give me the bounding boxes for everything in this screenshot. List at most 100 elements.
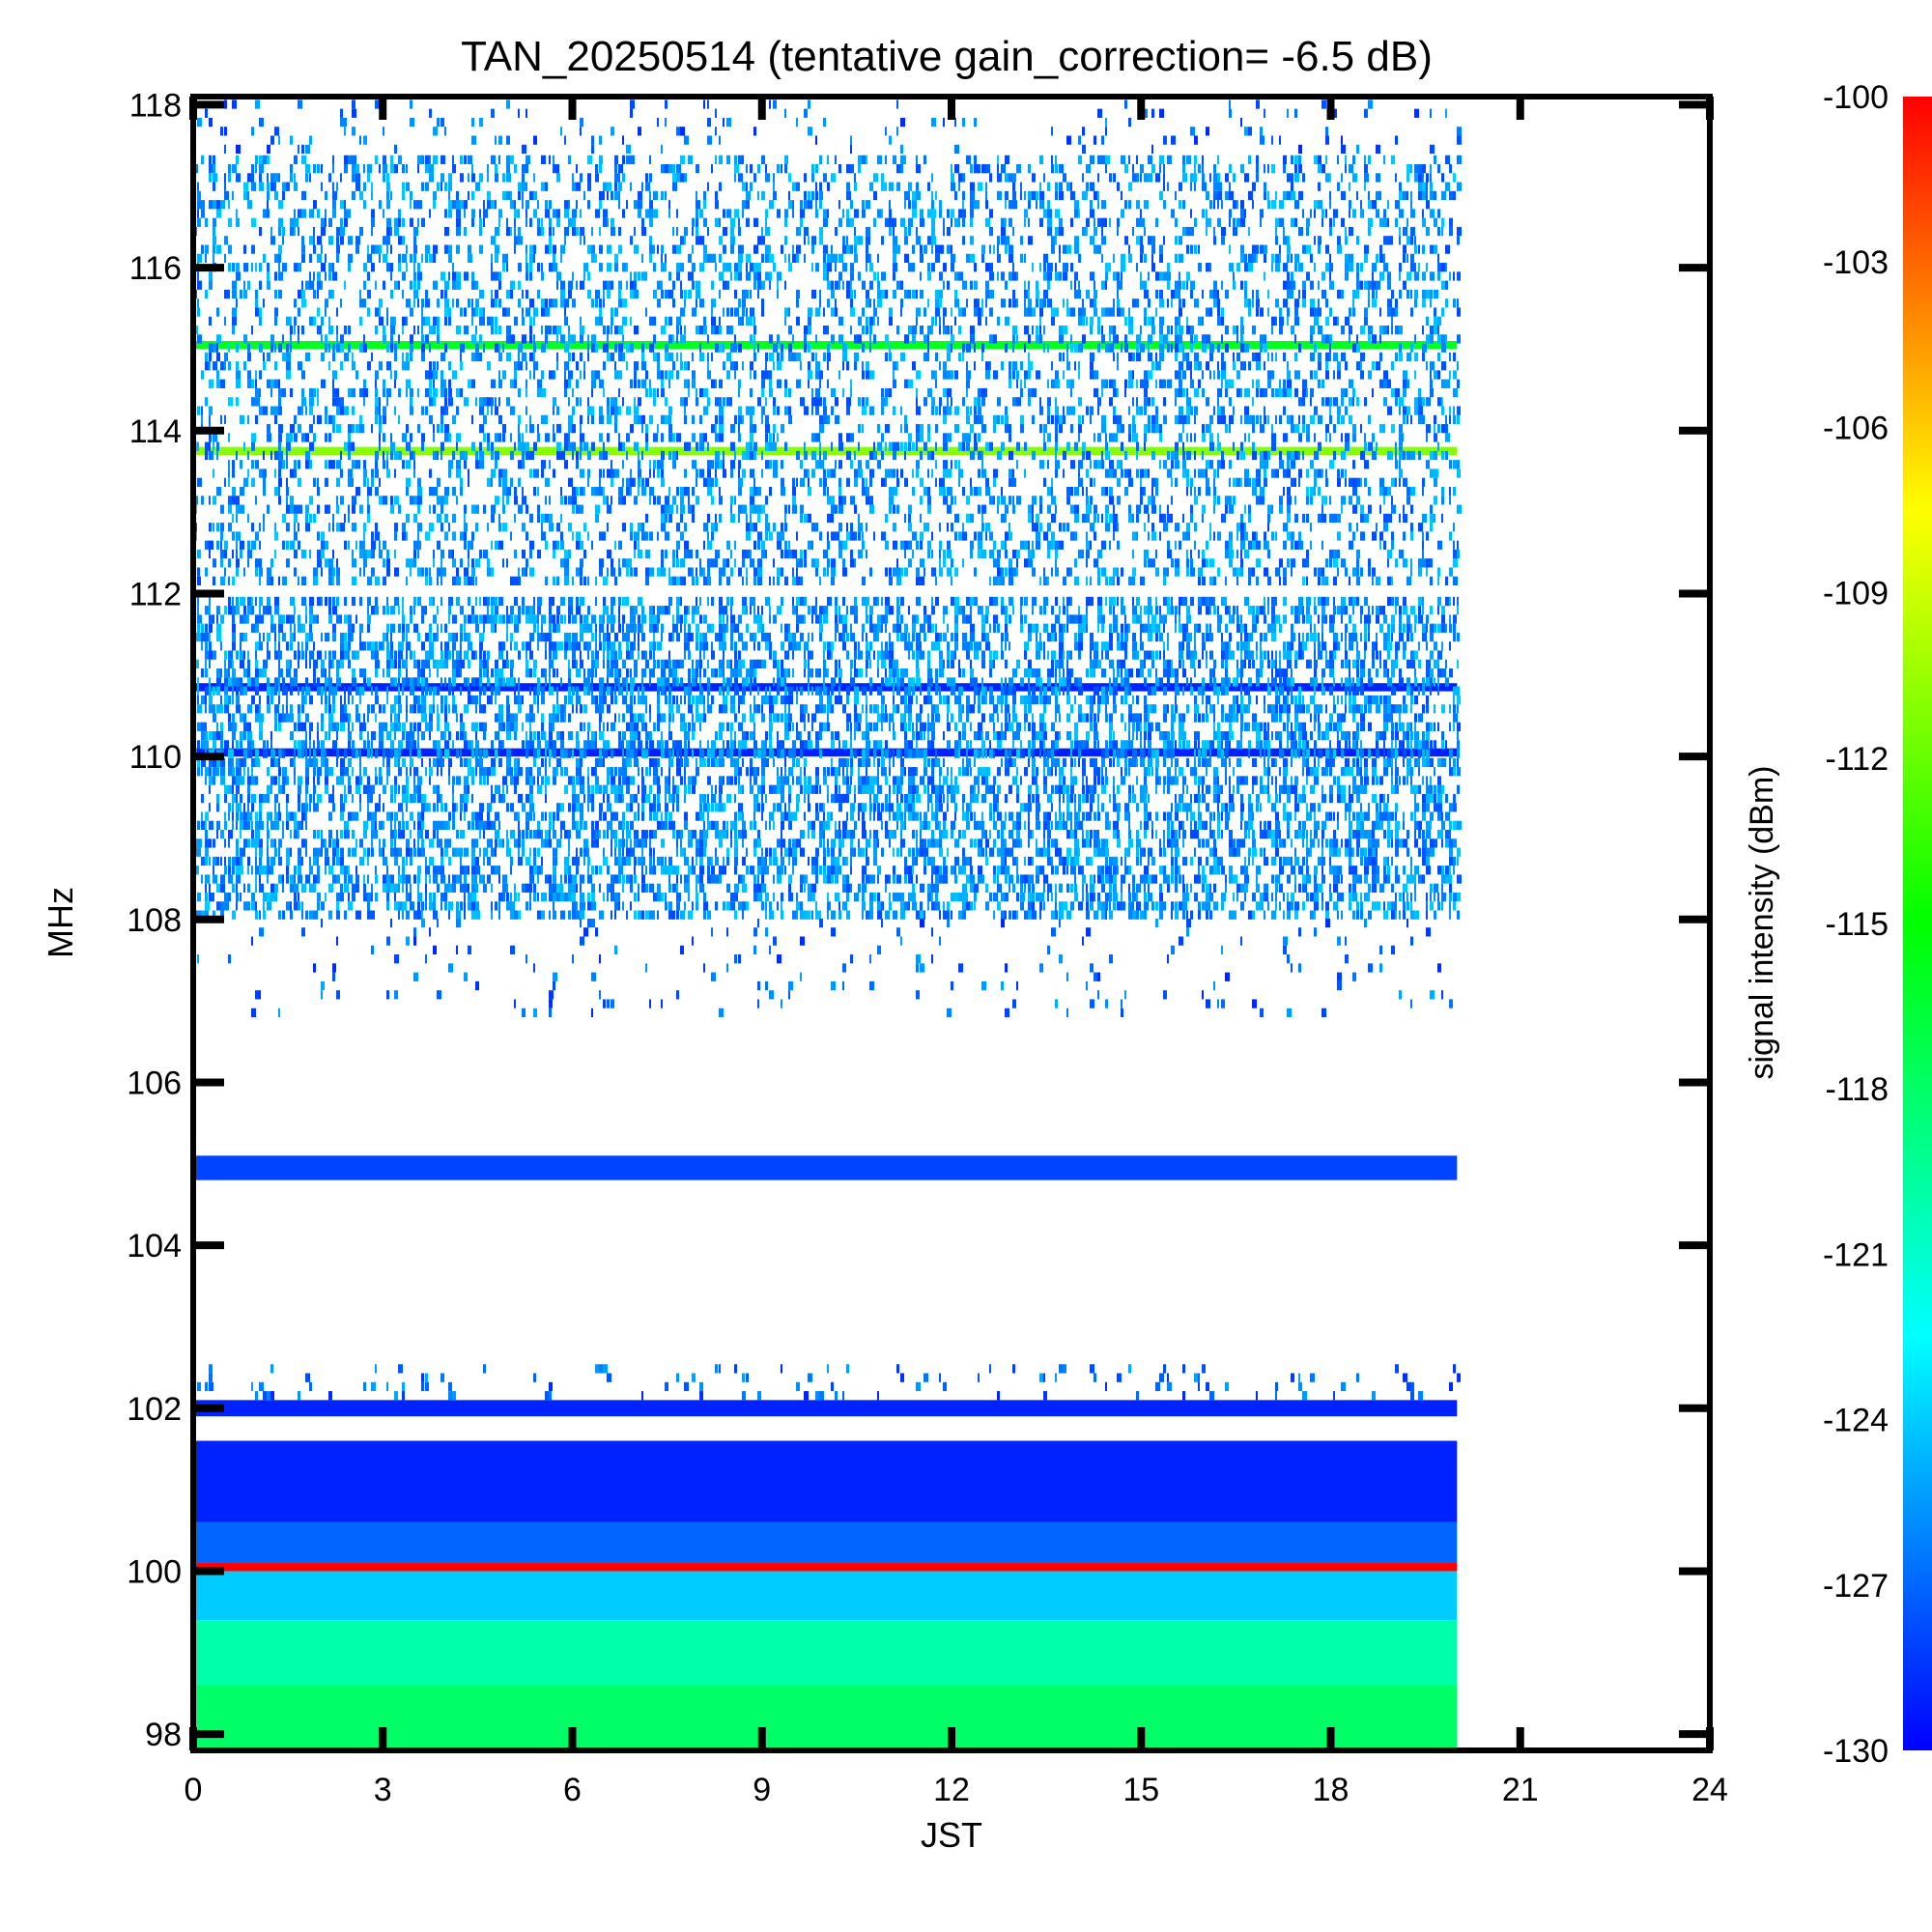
noise-mark <box>413 740 416 750</box>
noise-mark <box>1341 767 1346 777</box>
noise-mark <box>1414 910 1419 920</box>
noise-mark <box>448 686 451 696</box>
noise-mark <box>1314 677 1318 687</box>
noise-mark <box>866 856 869 867</box>
noise-mark <box>545 776 550 785</box>
noise-mark <box>1240 730 1242 741</box>
noise-mark <box>1032 722 1036 731</box>
noise-mark <box>379 820 384 831</box>
noise-mark <box>553 830 556 839</box>
noise-mark <box>1426 803 1430 812</box>
noise-mark <box>1217 784 1222 794</box>
noise-mark <box>1352 677 1354 687</box>
noise-mark <box>1318 730 1321 741</box>
noise-mark <box>1055 757 1060 768</box>
noise-mark <box>1121 874 1125 884</box>
noise-mark <box>1329 793 1333 804</box>
noise-mark <box>444 820 448 831</box>
noise-mark <box>406 677 411 687</box>
noise-mark <box>1094 776 1096 785</box>
noise-mark <box>1159 847 1162 857</box>
noise-mark <box>456 668 460 678</box>
noise-mark <box>684 757 689 768</box>
noise-mark <box>974 838 977 848</box>
noise-mark <box>916 713 921 723</box>
noise-mark <box>243 767 245 777</box>
noise-mark <box>556 811 559 821</box>
noise-mark <box>1167 740 1172 750</box>
noise-mark <box>1202 776 1205 785</box>
noise-mark <box>1163 776 1166 785</box>
noise-mark <box>328 830 332 839</box>
noise-mark <box>1194 713 1197 723</box>
noise-mark <box>846 910 850 920</box>
noise-mark <box>1418 767 1420 777</box>
noise-mark <box>1179 901 1183 911</box>
noise-mark <box>970 677 975 687</box>
noise-mark <box>1437 901 1440 911</box>
noise-mark <box>1422 793 1426 804</box>
noise-mark <box>943 910 947 920</box>
noise-mark <box>869 686 872 696</box>
noise-mark <box>1275 847 1279 857</box>
noise-mark <box>448 901 453 911</box>
noise-mark <box>626 677 628 687</box>
noise-mark <box>1240 713 1243 723</box>
noise-mark <box>680 847 685 857</box>
noise-mark <box>398 740 403 750</box>
noise-mark <box>1271 803 1276 812</box>
noise-mark <box>1198 901 1201 911</box>
noise-mark <box>491 883 493 893</box>
noise-mark <box>518 811 520 821</box>
noise-mark <box>1175 793 1177 804</box>
noise-mark <box>1051 838 1056 848</box>
noise-mark <box>1248 856 1250 867</box>
noise-mark <box>970 704 975 714</box>
noise-mark <box>1248 847 1251 857</box>
noise-mark <box>1240 740 1242 750</box>
noise-mark <box>1372 767 1377 777</box>
noise-mark <box>1291 749 1293 758</box>
noise-mark <box>421 910 423 920</box>
noise-mark <box>522 847 525 857</box>
noise-mark <box>205 730 208 741</box>
noise-mark <box>340 811 344 821</box>
noise-mark <box>452 776 455 785</box>
noise-mark <box>1148 704 1152 714</box>
noise-mark <box>831 677 836 687</box>
noise-mark <box>1066 803 1069 812</box>
noise-mark <box>444 847 448 857</box>
noise-mark <box>313 784 316 794</box>
noise-mark <box>394 830 397 839</box>
noise-mark <box>294 776 296 785</box>
noise-mark <box>962 811 967 821</box>
noise-mark <box>607 803 611 812</box>
noise-mark <box>197 866 199 875</box>
noise-mark <box>533 866 538 875</box>
noise-mark <box>599 803 603 812</box>
noise-mark <box>943 820 946 831</box>
noise-mark <box>429 730 431 741</box>
noise-mark <box>1244 830 1247 839</box>
noise-mark <box>1345 740 1348 750</box>
noise-mark <box>1356 740 1358 750</box>
noise-mark <box>553 749 556 758</box>
noise-mark <box>440 838 442 848</box>
noise-mark <box>641 722 645 731</box>
noise-mark <box>672 668 677 678</box>
noise-mark <box>386 686 388 696</box>
noise-mark <box>1434 740 1436 750</box>
noise-mark <box>572 901 577 911</box>
noise-mark <box>1117 811 1120 821</box>
noise-mark <box>298 740 302 750</box>
noise-mark <box>1306 776 1308 785</box>
noise-mark <box>1329 847 1333 857</box>
noise-mark <box>1430 811 1434 821</box>
noise-mark <box>313 776 315 785</box>
noise-mark <box>688 740 690 750</box>
noise-mark <box>1167 730 1170 741</box>
noise-mark <box>773 847 777 857</box>
noise-mark <box>1383 730 1386 741</box>
noise-mark <box>572 803 576 812</box>
noise-mark <box>367 749 370 758</box>
